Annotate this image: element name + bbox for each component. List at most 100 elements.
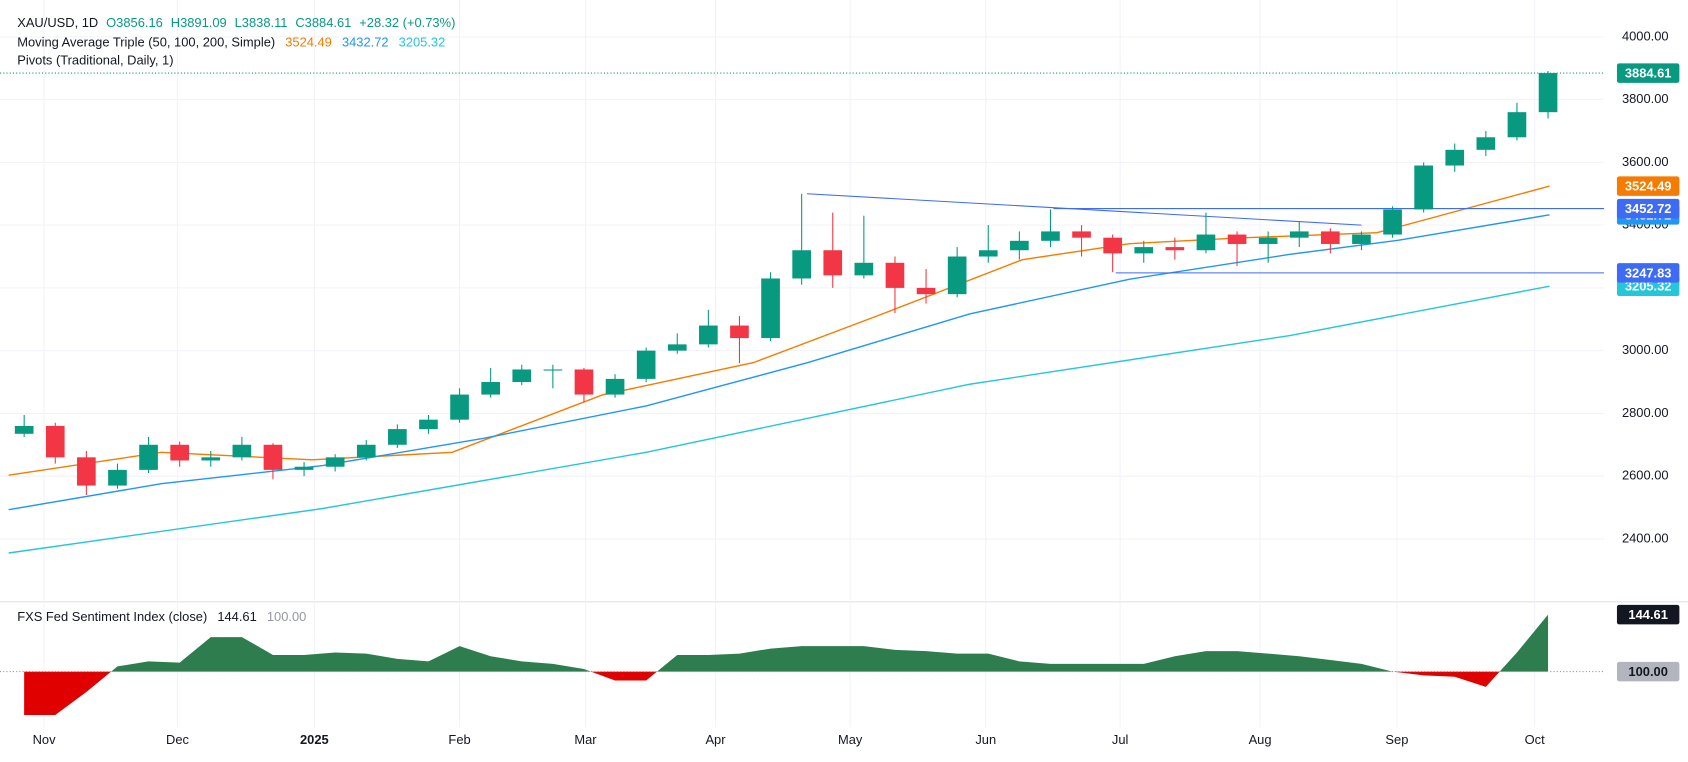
x-tick-label: Aug — [1249, 732, 1272, 747]
candle-body — [1289, 231, 1309, 238]
plot — [0, 71, 1605, 716]
y-tick-label: 2600.00 — [1622, 468, 1669, 483]
candle-body — [1445, 149, 1465, 166]
candle-body — [1010, 240, 1029, 251]
x-tick-label: Apr — [705, 732, 726, 747]
candle-body — [1352, 234, 1371, 244]
indicator-tag-label: 144.61 — [1628, 607, 1667, 622]
candle-body — [1476, 137, 1496, 150]
symbol: XAU/USD, 1D — [17, 15, 98, 30]
x-tick-label: May — [838, 732, 863, 747]
price-tag — [1616, 263, 1680, 283]
candle-body — [45, 425, 65, 458]
legend-line: Pivots (Traditional, Daily, 1) — [17, 53, 173, 68]
candle-body — [108, 469, 127, 486]
low: L3838.11 — [235, 15, 288, 30]
x-tick-label: Jun — [975, 732, 996, 747]
x-tick-label: Feb — [448, 732, 470, 747]
indicator-value: 144.61 — [217, 609, 256, 624]
price-tag-label: 3524.49 — [1625, 179, 1672, 194]
baseline-tag-label: 100.00 — [1628, 664, 1667, 679]
close: C3884.61 — [295, 15, 351, 30]
y-tick-label: 3600.00 — [1622, 154, 1669, 169]
candle-body — [1227, 234, 1247, 244]
pivots-title: Pivots (Traditional, Daily, 1) — [17, 53, 173, 68]
trendline — [806, 193, 1362, 226]
candle-body — [139, 444, 158, 470]
price-tag-label: 3884.61 — [1625, 66, 1672, 81]
x-tick-label: Sep — [1385, 732, 1408, 747]
candle-body — [294, 466, 314, 470]
candle-body — [201, 457, 221, 461]
candle-body — [1103, 237, 1122, 254]
candle-body — [636, 350, 656, 379]
candle-body — [730, 325, 749, 339]
candle-body — [792, 250, 811, 279]
candle-body — [916, 287, 936, 295]
candle-body — [574, 369, 594, 395]
area-above — [24, 614, 1549, 672]
candle-body — [1196, 234, 1216, 251]
legend-line: XAU/USD, 1D O3856.16 H3891.09 L3838.11 C… — [17, 15, 455, 30]
x-tick-label: 2025 — [300, 732, 329, 747]
candle-body — [885, 262, 905, 288]
candle-body — [77, 457, 96, 486]
x-tick-label: Jul — [1112, 732, 1129, 747]
x-tick-label: Nov — [33, 732, 56, 747]
y-tick-label: 2800.00 — [1622, 405, 1669, 420]
price-tag-label: 3452.72 — [1625, 201, 1672, 216]
candle-body — [605, 378, 625, 395]
price-tags: 3884.613524.493432.723205.323452.723247.… — [1616, 63, 1680, 682]
candle-body — [1538, 73, 1558, 113]
grid: Nov Dec 2025 Feb Mar Apr May Jun Jul Aug Sep Oct 240… — [0, 0, 1669, 747]
candle-body — [419, 419, 438, 430]
moving-average — [8, 185, 1550, 476]
baseline-tag — [1616, 661, 1680, 682]
ma-value: 3205.32 — [399, 35, 446, 50]
candle-body — [170, 444, 189, 461]
indicator-legend: FXS Fed Sentiment Index (close) 144.61 1… — [17, 609, 306, 624]
price-tag — [1616, 198, 1680, 219]
ma-value: 3524.49 — [285, 35, 332, 50]
candle-body — [325, 457, 345, 467]
indicator-title: FXS Fed Sentiment Index (close) — [17, 609, 207, 624]
open: O3856.16 — [106, 15, 163, 30]
candle-body — [1134, 247, 1154, 254]
legend-line: Moving Average Triple (50, 100, 200, Sim… — [17, 35, 445, 50]
candle-body — [1041, 231, 1060, 241]
indicator-tag — [1616, 604, 1680, 625]
price-tag — [1616, 63, 1680, 83]
candle-body — [761, 278, 780, 339]
candle-body — [1072, 231, 1091, 238]
change: +28.32 (+0.73%) — [359, 15, 455, 30]
candle-body — [947, 256, 967, 295]
x-tick-label: Dec — [166, 732, 189, 747]
moving-average — [8, 285, 1550, 554]
candle-body — [543, 369, 563, 371]
candle-body — [450, 394, 469, 420]
candle-body — [14, 425, 34, 434]
candle-body — [1383, 209, 1402, 235]
candle-body — [232, 444, 252, 458]
candle-body — [1258, 237, 1278, 244]
candle-body — [854, 262, 874, 276]
candle-body — [388, 429, 407, 445]
candle-body — [356, 444, 376, 458]
y-tick-label: 3800.00 — [1622, 91, 1669, 106]
high: H3891.09 — [171, 15, 227, 30]
candle-body — [1414, 165, 1433, 210]
y-tick-label: 3000.00 — [1622, 342, 1669, 357]
moving-average — [8, 214, 1550, 511]
candle-body — [1321, 231, 1340, 244]
ma-value: 3432.72 — [342, 35, 389, 50]
candle-body — [978, 250, 998, 257]
x-tick-label: Mar — [574, 732, 597, 747]
candle-body — [481, 382, 500, 395]
candle-body — [823, 250, 843, 276]
candle-body — [263, 444, 283, 470]
y-tick-label: 2400.00 — [1622, 530, 1669, 545]
ma-title: Moving Average Triple (50, 100, 200, Sim… — [17, 35, 275, 50]
candle-body — [1165, 247, 1185, 251]
